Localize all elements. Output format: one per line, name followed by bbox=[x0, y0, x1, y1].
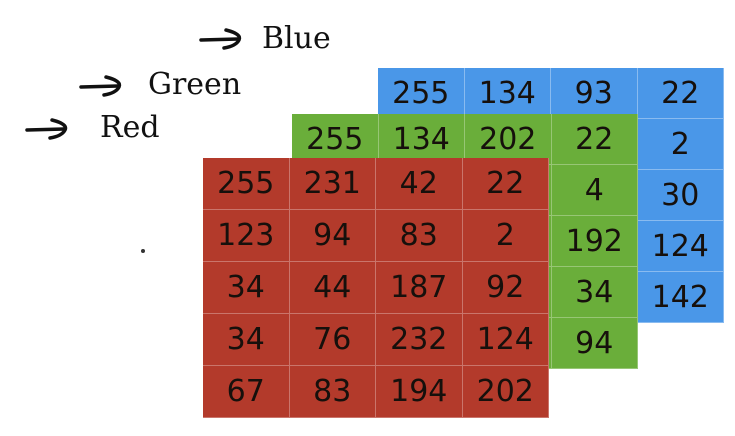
green-cell: 34 bbox=[551, 267, 638, 318]
blue-cell: 142 bbox=[637, 272, 724, 323]
red-cell: 92 bbox=[462, 262, 549, 314]
red-cell: 34 bbox=[203, 262, 290, 314]
blue-cell: 22 bbox=[637, 68, 724, 119]
blue-arrow-icon bbox=[199, 28, 242, 50]
red-cell: 42 bbox=[376, 158, 463, 210]
red-cell: 76 bbox=[289, 314, 376, 366]
red-cell: 83 bbox=[289, 366, 376, 418]
blue-cell: 134 bbox=[464, 68, 551, 119]
red-channel-label: Red bbox=[100, 110, 160, 145]
red-cell: 123 bbox=[203, 210, 290, 262]
red-cell: 44 bbox=[289, 262, 376, 314]
red-channel-matrix: 255 231 42 22 123 94 83 2 34 44 187 92 34 76 232 124 67 8… bbox=[203, 158, 549, 418]
blue-cell: 30 bbox=[637, 170, 724, 221]
blue-cell: 124 bbox=[637, 221, 724, 272]
green-cell: 94 bbox=[551, 318, 638, 369]
red-cell: 94 bbox=[289, 210, 376, 262]
green-channel-label: Green bbox=[148, 67, 242, 102]
stray-dot bbox=[141, 249, 145, 253]
red-cell: 187 bbox=[376, 262, 463, 314]
red-cell: 83 bbox=[376, 210, 463, 262]
blue-cell: 2 bbox=[637, 119, 724, 170]
green-cell: 192 bbox=[551, 216, 638, 267]
blue-cell: 93 bbox=[551, 68, 638, 119]
red-cell: 34 bbox=[203, 314, 290, 366]
green-arrow-icon bbox=[79, 75, 122, 97]
blue-cell: 255 bbox=[378, 68, 465, 119]
green-cell: 4 bbox=[551, 165, 638, 216]
red-cell: 67 bbox=[203, 366, 290, 418]
red-cell: 22 bbox=[462, 158, 549, 210]
red-cell: 232 bbox=[376, 314, 463, 366]
blue-channel-label: Blue bbox=[262, 21, 331, 56]
red-cell: 194 bbox=[376, 366, 463, 418]
red-cell: 124 bbox=[462, 314, 549, 366]
red-cell: 202 bbox=[462, 366, 549, 418]
green-cell: 202 bbox=[465, 114, 552, 165]
red-cell: 2 bbox=[462, 210, 549, 262]
green-cell: 22 bbox=[551, 114, 638, 165]
red-cell: 231 bbox=[289, 158, 376, 210]
red-cell: 255 bbox=[203, 158, 290, 210]
green-cell: 255 bbox=[292, 114, 379, 165]
green-cell: 134 bbox=[378, 114, 465, 165]
red-arrow-icon bbox=[25, 118, 68, 140]
